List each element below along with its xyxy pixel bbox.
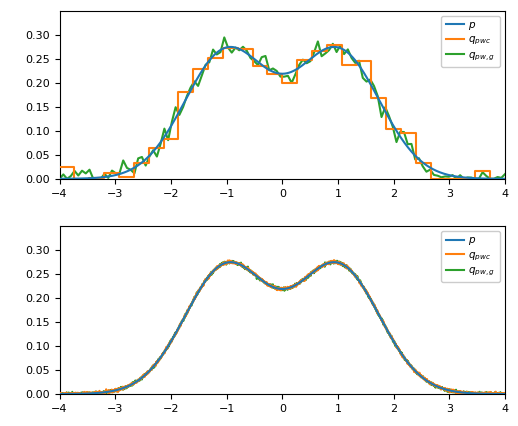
- $p$: [408, 363, 414, 368]
- $q_{pw,g}$: [176, 112, 182, 118]
- $q_{pwc}$: [205, 56, 211, 61]
- $p$: [262, 64, 268, 69]
- Line: $q_{pw,g}$: $q_{pw,g}$: [60, 261, 505, 394]
- $q_{pwc}$: [101, 170, 107, 176]
- $q_{pwc}$: [79, 391, 85, 397]
- $q_{pwc}$: [116, 175, 122, 180]
- $p$: [227, 259, 234, 265]
- $q_{pwc}$: [56, 391, 63, 397]
- $p$: [56, 391, 63, 397]
- $p$: [262, 280, 268, 285]
- Line: $p$: $p$: [60, 262, 505, 394]
- $p$: [79, 176, 85, 181]
- $q_{pwc}$: [264, 72, 270, 77]
- $q_{pwc}$: [398, 131, 404, 136]
- $q_{pw,g}$: [412, 157, 419, 162]
- $p$: [274, 285, 280, 291]
- $q_{pwc}$: [408, 365, 414, 370]
- $q_{pwc}$: [353, 58, 359, 63]
- $p$: [408, 148, 414, 153]
- $q_{pw,g}$: [261, 280, 267, 285]
- $p$: [489, 391, 495, 397]
- $q_{pw,g}$: [367, 77, 373, 82]
- $p$: [502, 176, 508, 181]
- $q_{pwc}$: [220, 46, 226, 51]
- $q_{pwc}$: [413, 161, 419, 166]
- $q_{pw,g}$: [408, 363, 414, 368]
- $q_{pwc}$: [339, 62, 345, 67]
- $q_{pwc}$: [324, 43, 330, 48]
- $q_{pwc}$: [131, 161, 137, 166]
- $q_{pwc}$: [309, 49, 315, 54]
- $p$: [502, 391, 508, 397]
- $q_{pwc}$: [56, 391, 63, 396]
- $q_{pw,g}$: [502, 391, 508, 396]
- Line: $p$: $p$: [60, 47, 505, 179]
- $q_{pw,g}$: [56, 391, 63, 397]
- Line: $q_{pw,g}$: $q_{pw,g}$: [60, 37, 505, 179]
- $q_{pw,g}$: [79, 391, 85, 397]
- $q_{pwc}$: [502, 391, 508, 397]
- $q_{pwc}$: [442, 176, 449, 181]
- $q_{pw,g}$: [221, 35, 227, 40]
- $q_{pwc}$: [472, 168, 479, 173]
- $q_{pwc}$: [86, 175, 92, 180]
- Line: $q_{pwc}$: $q_{pwc}$: [60, 45, 490, 179]
- $q_{pwc}$: [175, 89, 181, 95]
- $q_{pwc}$: [490, 391, 496, 397]
- $q_{pw,g}$: [489, 391, 495, 396]
- $q_{pwc}$: [457, 176, 464, 181]
- $q_{pwc}$: [331, 258, 337, 263]
- $q_{pw,g}$: [491, 176, 497, 181]
- Legend: $p$, $q_{pwc}$, $q_{pw,g}$: $p$, $q_{pwc}$, $q_{pw,g}$: [441, 231, 500, 282]
- $q_{pwc}$: [489, 391, 495, 396]
- $q_{pw,g}$: [56, 176, 63, 181]
- $q_{pwc}$: [146, 146, 152, 151]
- $p$: [489, 176, 495, 181]
- $q_{pwc}$: [428, 176, 434, 181]
- $q_{pwc}$: [71, 176, 78, 181]
- Legend: $p$, $q_{pwc}$, $q_{pw,g}$: $p$, $q_{pwc}$, $q_{pw,g}$: [441, 16, 500, 67]
- $q_{pwc}$: [487, 176, 493, 181]
- $q_{pwc}$: [262, 279, 268, 284]
- $q_{pwc}$: [56, 164, 63, 169]
- $q_{pwc}$: [250, 63, 256, 68]
- $q_{pwc}$: [235, 46, 241, 51]
- $q_{pwc}$: [190, 66, 196, 71]
- $q_{pwc}$: [161, 136, 167, 141]
- $q_{pw,g}$: [489, 391, 495, 396]
- $p$: [56, 176, 63, 181]
- $p$: [489, 391, 495, 397]
- Line: $q_{pwc}$: $q_{pwc}$: [60, 260, 505, 394]
- $q_{pwc}$: [274, 286, 280, 291]
- $q_{pw,g}$: [273, 285, 279, 290]
- $q_{pw,g}$: [307, 59, 313, 64]
- $q_{pw,g}$: [150, 148, 156, 153]
- $p$: [227, 44, 234, 49]
- $q_{pw,g}$: [331, 258, 337, 263]
- $p$: [274, 70, 280, 75]
- $p$: [489, 176, 495, 181]
- $q_{pwc}$: [383, 127, 390, 132]
- $q_{pwc}$: [279, 81, 285, 86]
- $q_{pwc}$: [294, 57, 300, 62]
- $q_{pwc}$: [368, 96, 375, 101]
- $q_{pw,g}$: [502, 172, 508, 177]
- $p$: [79, 391, 85, 396]
